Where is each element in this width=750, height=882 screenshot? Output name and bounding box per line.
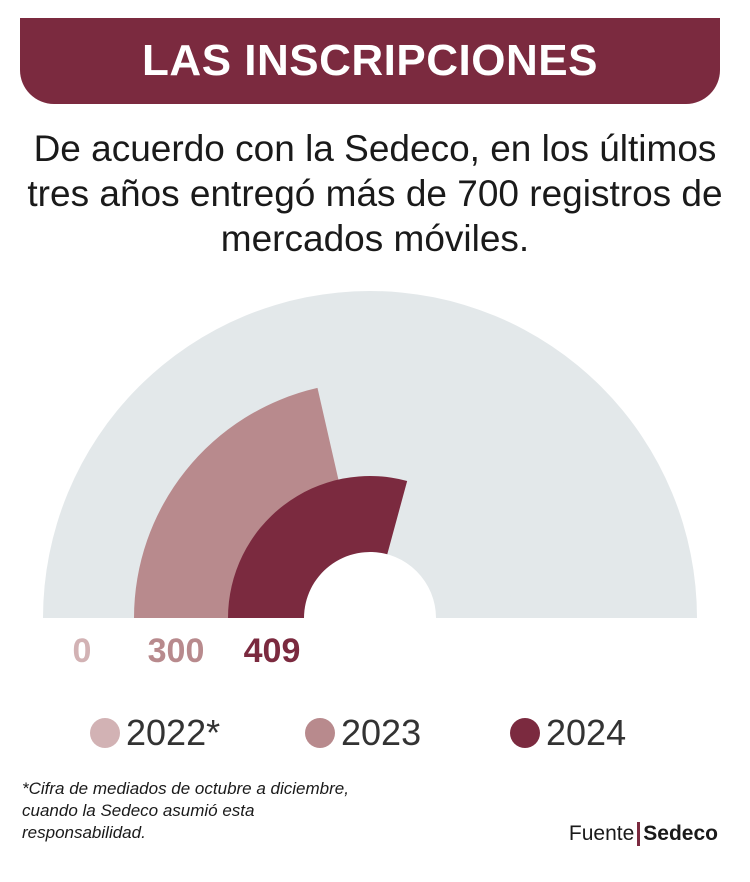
radial-chart: 0 300 409 — [43, 291, 697, 670]
source-divider — [637, 822, 641, 846]
value-label-2022: 0 — [73, 632, 92, 670]
ring-bar-2023 — [134, 387, 339, 618]
value-label-2024: 409 — [244, 632, 301, 670]
legend-item-2022: 2022* — [90, 712, 220, 754]
ring-bar-2024 — [228, 476, 408, 618]
legend-item-2024: 2024 — [510, 712, 626, 754]
chart-subtitle: De acuerdo con la Sedeco, en los últimos… — [27, 128, 723, 259]
source-name: Sedeco — [643, 822, 718, 845]
legend-swatch-2024 — [510, 718, 540, 748]
legend-label-2023: 2023 — [341, 712, 422, 753]
ring-track-0 — [43, 291, 697, 618]
footnote: *Cifra de mediados de octubre a diciembr… — [22, 779, 349, 842]
legend-item-2023: 2023 — [305, 712, 421, 754]
source-credit: Fuente Sedeco — [569, 822, 718, 846]
legend-label-2024: 2024 — [546, 712, 627, 753]
legend-swatch-2023 — [305, 718, 335, 748]
chart-title: LAS INSCRIPCIONES — [142, 36, 598, 85]
value-label-2023: 300 — [148, 632, 205, 670]
title-banner: LAS INSCRIPCIONES — [20, 18, 720, 104]
legend-label-2022: 2022* — [126, 712, 221, 753]
legend: 2022* 2023 2024 — [90, 712, 690, 756]
source-prefix: Fuente — [568, 822, 635, 845]
legend-swatch-2022 — [90, 718, 120, 748]
